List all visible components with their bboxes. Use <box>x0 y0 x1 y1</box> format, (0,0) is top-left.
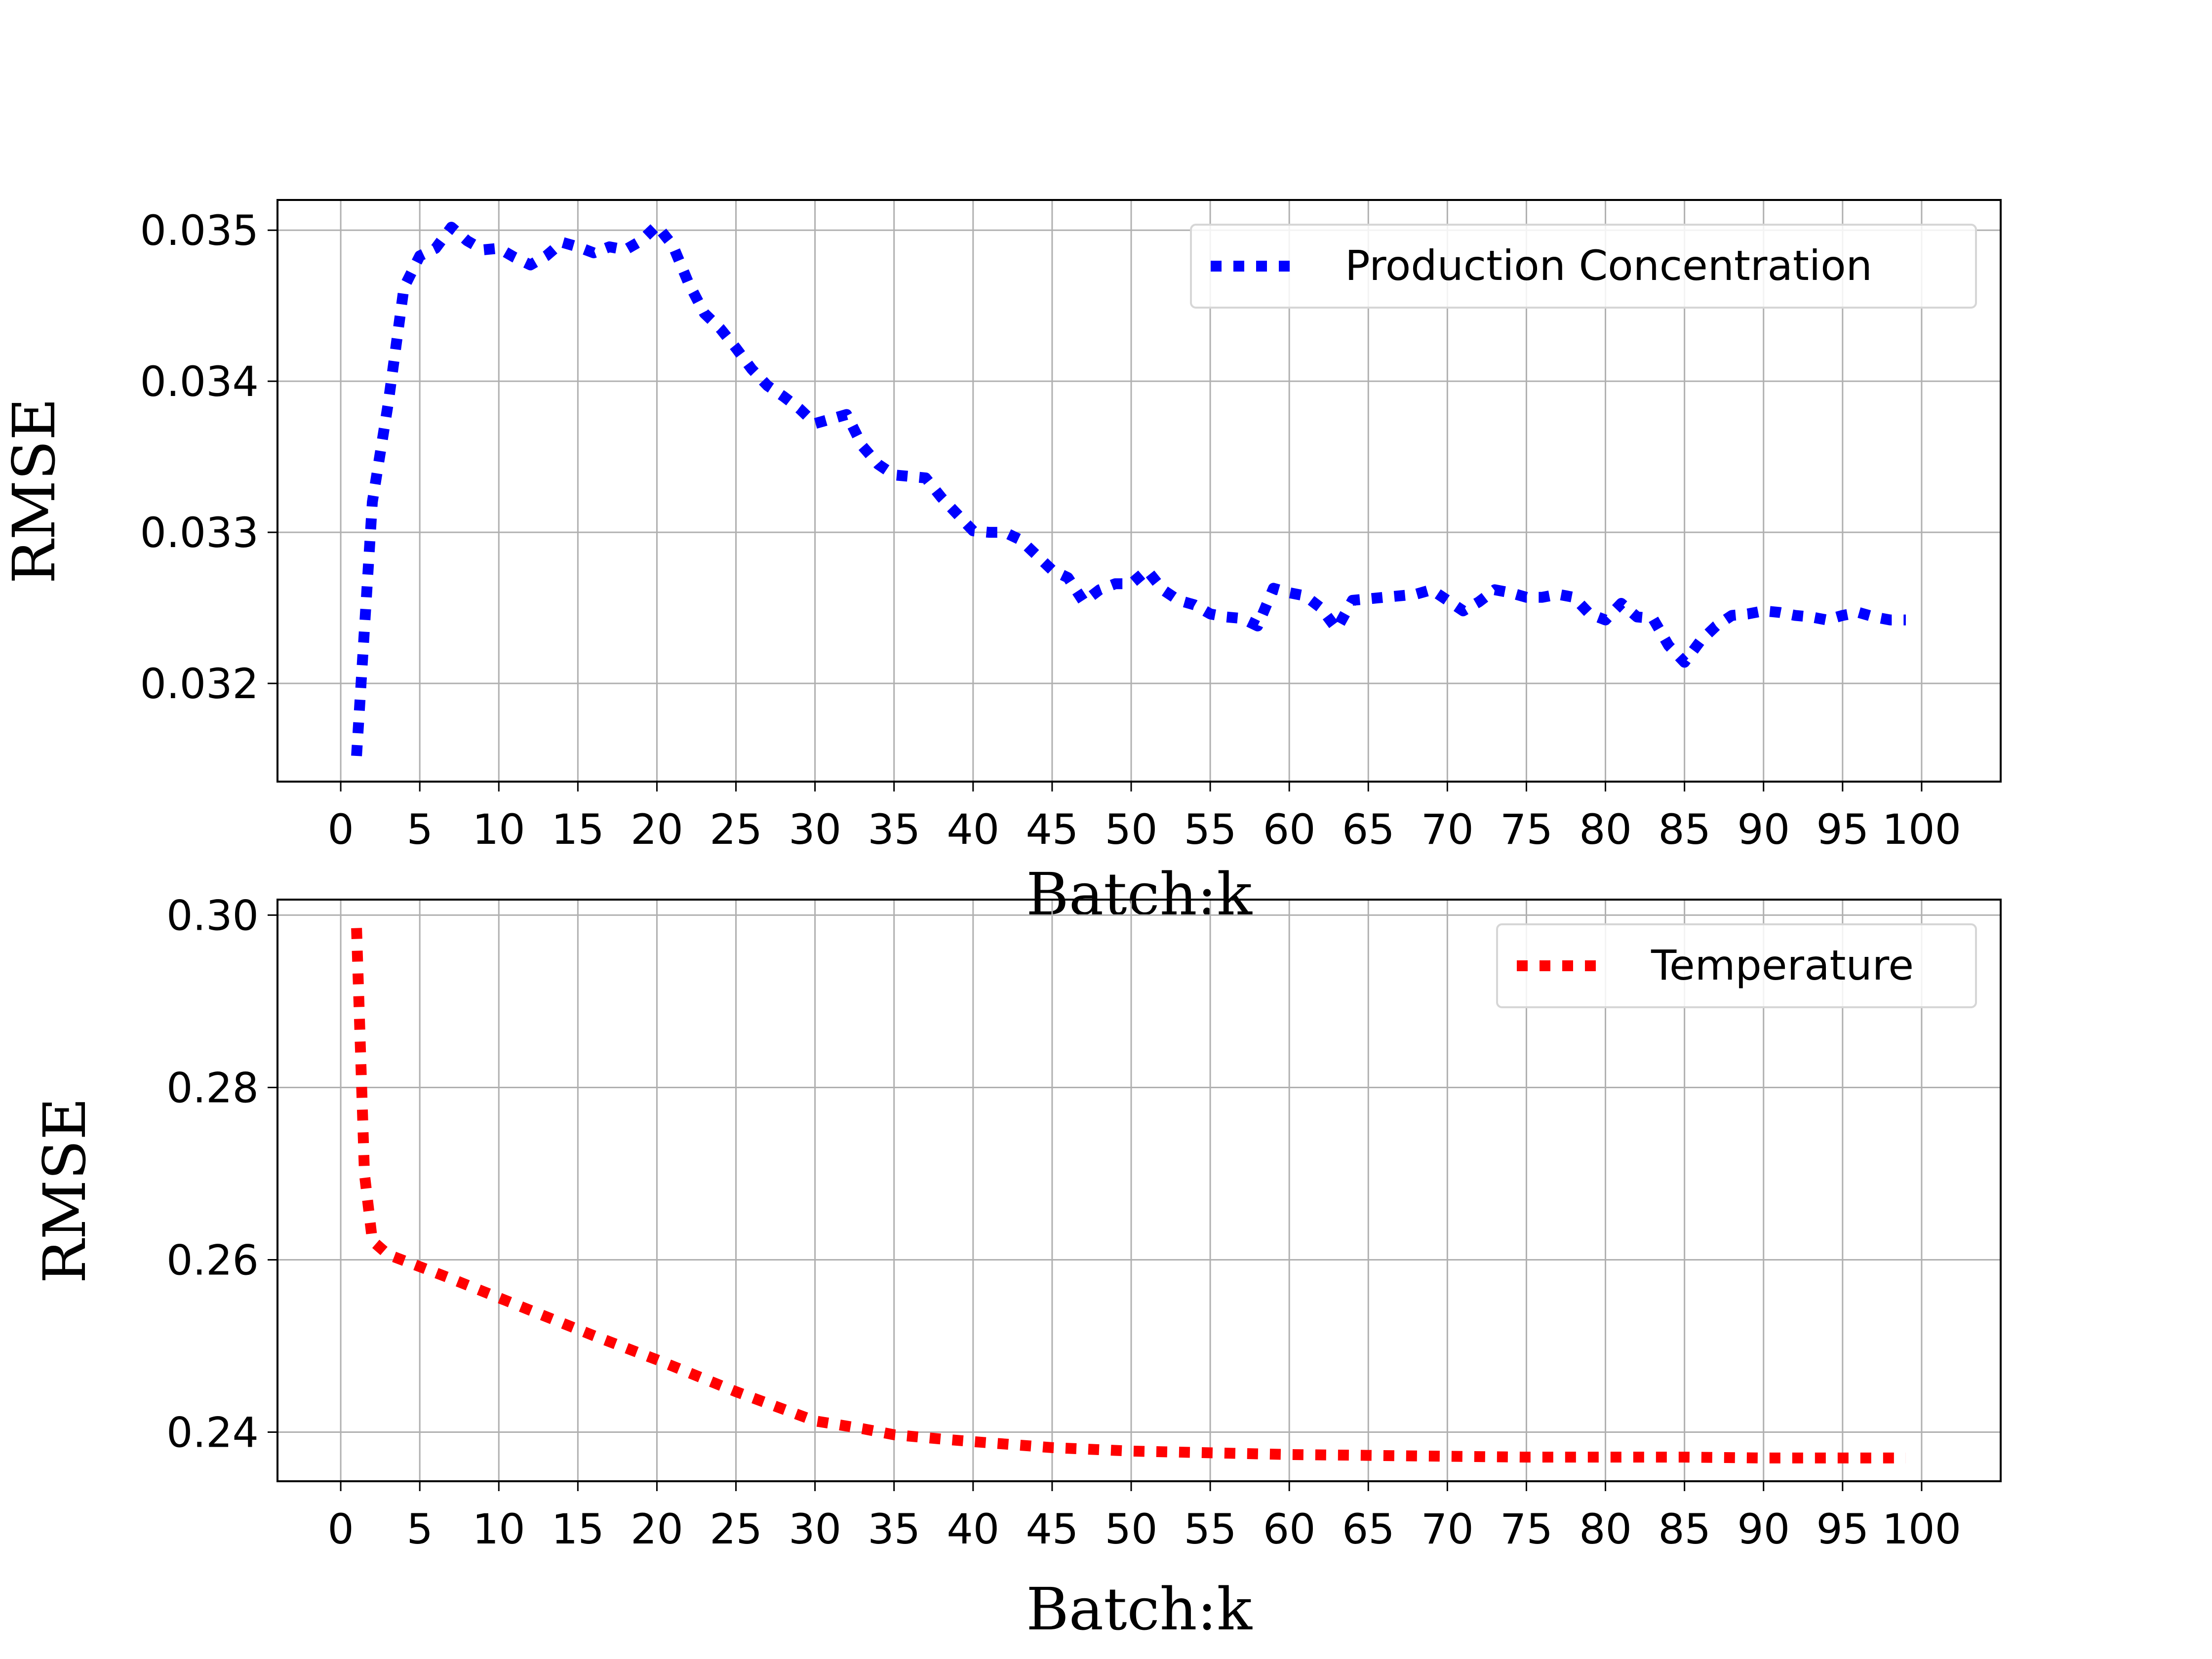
x-tick-label: 90 <box>1737 1505 1790 1553</box>
x-tick-label: 50 <box>1105 1505 1158 1553</box>
x-tick-label: 0 <box>327 805 354 854</box>
x-tick-label: 55 <box>1184 805 1237 854</box>
y-tick-label: 0.24 <box>166 1409 259 1457</box>
x-tick-label: 60 <box>1263 805 1316 854</box>
x-tick-label: 85 <box>1658 1505 1711 1553</box>
x-tick-label: 20 <box>631 805 683 854</box>
series-line-temperature <box>351 928 1906 1463</box>
x-tick-label: 20 <box>631 1505 683 1553</box>
x-tick-label: 35 <box>868 1505 920 1553</box>
x-tick-label: 50 <box>1105 805 1158 854</box>
x-tick-label: 90 <box>1737 805 1790 854</box>
chart-2: 0 5 10 15 20 25 30 35 40 45 50 55 60 65 70 75 80 85 90 95 10… <box>31 891 2002 1643</box>
x-tick-label: 55 <box>1184 1505 1237 1553</box>
chart-1: 0 5 10 15 20 25 30 35 40 45 50 55 60 65 70 75 80 85 90 95 10… <box>0 199 2002 928</box>
y-tick-label: 0.034 <box>140 357 259 406</box>
x-tick-label: 5 <box>406 1505 433 1553</box>
x-tick-label: 75 <box>1500 1505 1553 1553</box>
y-tick-label: 0.035 <box>140 206 259 255</box>
x-tick-label: 5 <box>406 805 433 854</box>
x-tick-label: 95 <box>1816 805 1869 854</box>
y-tick-label: 0.28 <box>166 1064 259 1112</box>
x-tick-label: 30 <box>789 1505 841 1553</box>
x-tick-label: 25 <box>710 1505 762 1553</box>
x-tick-label: 80 <box>1579 805 1632 854</box>
x-tick-label: 0 <box>327 1505 354 1553</box>
x-tick-label: 40 <box>947 805 999 854</box>
x-tick-label: 10 <box>473 1505 525 1553</box>
x-tick-label: 35 <box>868 805 920 854</box>
plot-frame <box>276 899 2002 1482</box>
y-tick-label: 0.033 <box>140 509 259 557</box>
x-tick-label: 70 <box>1421 1505 1474 1553</box>
y-tick-label: 0.032 <box>140 660 259 708</box>
plot-frame <box>276 199 2002 783</box>
y-axis-label: RMSE <box>31 1098 99 1284</box>
x-tick-label: 65 <box>1342 1505 1395 1553</box>
x-tick-label: 30 <box>789 805 841 854</box>
x-tick-label: 80 <box>1579 1505 1632 1553</box>
x-tick-label: 100 <box>1882 1505 1961 1553</box>
x-axis-label: Batch:k <box>1026 860 1253 928</box>
x-tick-label: 100 <box>1882 805 1961 854</box>
y-axis-label: RMSE <box>0 398 68 584</box>
x-tick-label: 75 <box>1500 805 1553 854</box>
x-tick-label: 60 <box>1263 1505 1316 1553</box>
x-tick-label: 40 <box>947 1505 999 1553</box>
x-tick-label: 95 <box>1816 1505 1869 1553</box>
x-tick-label: 15 <box>552 805 604 854</box>
x-tick-label: 15 <box>552 1505 604 1553</box>
series-line-production-concentration <box>351 220 1906 756</box>
x-tick-label: 25 <box>710 805 762 854</box>
x-tick-label: 45 <box>1026 1505 1078 1553</box>
y-tick-label: 0.30 <box>166 891 259 940</box>
legend-label: Production Concentration <box>1345 241 1872 290</box>
x-tick-label: 65 <box>1342 805 1395 854</box>
legend-box <box>1190 224 1977 309</box>
x-tick-label: 70 <box>1421 805 1474 854</box>
legend-box <box>1496 923 1977 1008</box>
x-axis-label: Batch:k <box>1026 1575 1253 1643</box>
x-tick-label: 45 <box>1026 805 1078 854</box>
legend-label: Temperature <box>1651 941 1914 989</box>
y-tick-label: 0.26 <box>166 1236 259 1284</box>
x-tick-label: 85 <box>1658 805 1711 854</box>
x-tick-label: 10 <box>473 805 525 854</box>
